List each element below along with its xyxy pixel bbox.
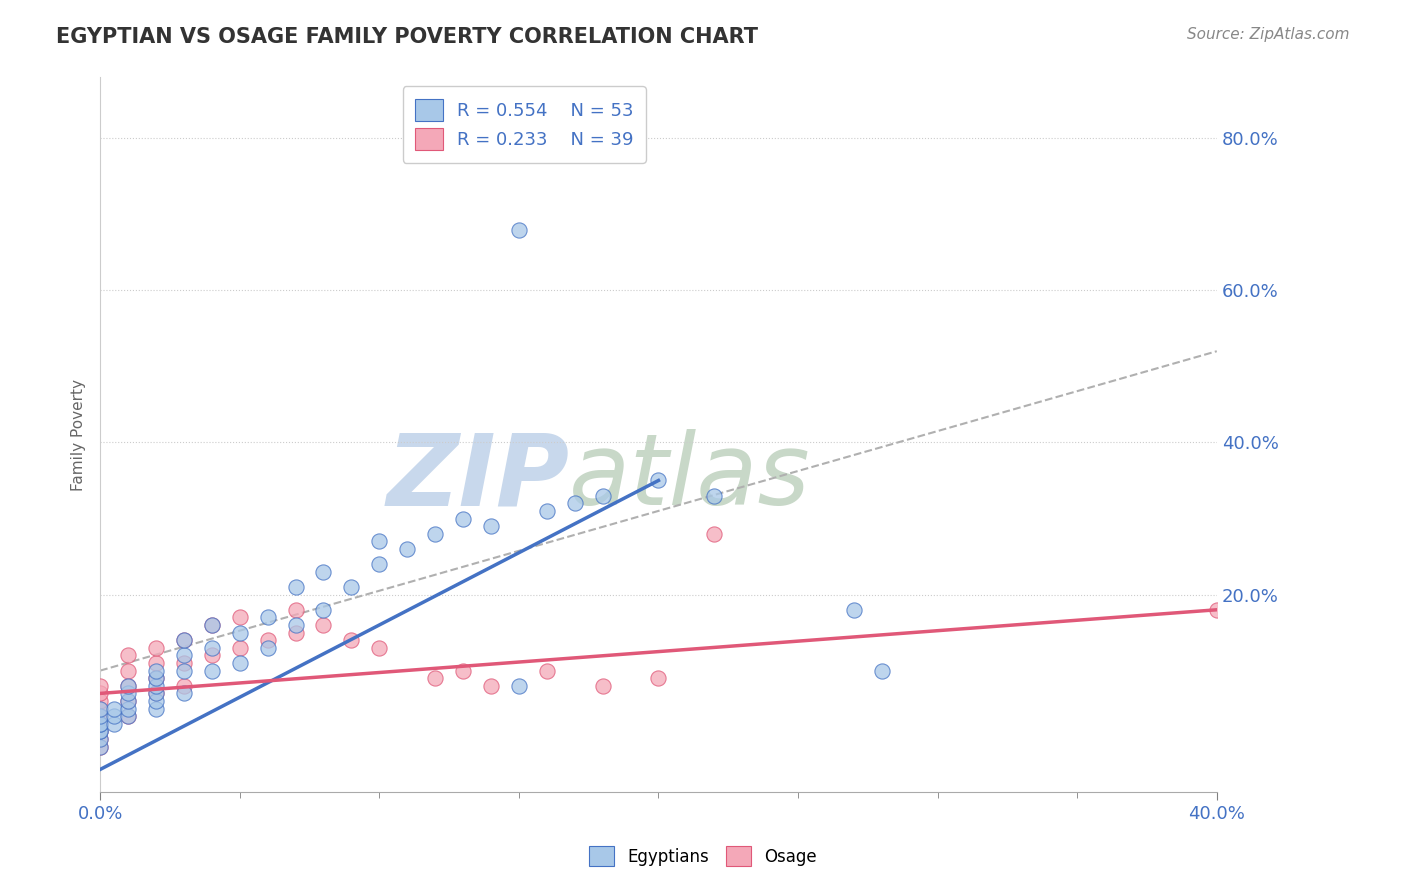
Point bbox=[340, 580, 363, 594]
Point bbox=[89, 716, 111, 731]
Point bbox=[647, 474, 669, 488]
Point bbox=[201, 618, 224, 632]
Point bbox=[368, 534, 391, 549]
Point bbox=[284, 625, 307, 640]
Point bbox=[89, 679, 111, 693]
Point bbox=[145, 701, 167, 715]
Point bbox=[368, 557, 391, 571]
Point bbox=[536, 664, 558, 678]
Point bbox=[284, 618, 307, 632]
Point bbox=[89, 694, 111, 708]
Point bbox=[479, 519, 502, 533]
Point bbox=[117, 648, 139, 663]
Legend: R = 0.554    N = 53, R = 0.233    N = 39: R = 0.554 N = 53, R = 0.233 N = 39 bbox=[402, 87, 647, 163]
Point bbox=[145, 679, 167, 693]
Y-axis label: Family Poverty: Family Poverty bbox=[72, 379, 86, 491]
Point bbox=[145, 671, 167, 685]
Point bbox=[508, 222, 530, 236]
Point bbox=[89, 732, 111, 747]
Point bbox=[89, 739, 111, 754]
Point bbox=[89, 732, 111, 747]
Point bbox=[103, 709, 125, 723]
Point bbox=[396, 541, 419, 556]
Point bbox=[256, 640, 278, 655]
Point bbox=[536, 504, 558, 518]
Point bbox=[117, 694, 139, 708]
Point bbox=[173, 679, 195, 693]
Text: EGYPTIAN VS OSAGE FAMILY POVERTY CORRELATION CHART: EGYPTIAN VS OSAGE FAMILY POVERTY CORRELA… bbox=[56, 27, 758, 46]
Point bbox=[89, 701, 111, 715]
Point bbox=[145, 694, 167, 708]
Point bbox=[89, 739, 111, 754]
Point bbox=[340, 633, 363, 648]
Point bbox=[284, 603, 307, 617]
Point bbox=[89, 701, 111, 715]
Point bbox=[842, 603, 865, 617]
Point bbox=[89, 724, 111, 739]
Point bbox=[103, 716, 125, 731]
Point bbox=[145, 686, 167, 700]
Point bbox=[173, 648, 195, 663]
Point bbox=[89, 716, 111, 731]
Point bbox=[703, 526, 725, 541]
Point bbox=[451, 511, 474, 525]
Point bbox=[284, 580, 307, 594]
Point bbox=[145, 671, 167, 685]
Point bbox=[173, 664, 195, 678]
Point bbox=[479, 679, 502, 693]
Point bbox=[89, 724, 111, 739]
Point bbox=[89, 724, 111, 739]
Point bbox=[89, 716, 111, 731]
Point bbox=[201, 640, 224, 655]
Point bbox=[117, 679, 139, 693]
Point bbox=[201, 648, 224, 663]
Point bbox=[173, 633, 195, 648]
Point bbox=[228, 625, 250, 640]
Text: Source: ZipAtlas.com: Source: ZipAtlas.com bbox=[1187, 27, 1350, 42]
Point bbox=[564, 496, 586, 510]
Point bbox=[423, 526, 446, 541]
Point bbox=[592, 489, 614, 503]
Point bbox=[312, 565, 335, 579]
Legend: Egyptians, Osage: Egyptians, Osage bbox=[581, 838, 825, 875]
Point bbox=[647, 671, 669, 685]
Point bbox=[117, 664, 139, 678]
Point bbox=[703, 489, 725, 503]
Point bbox=[201, 618, 224, 632]
Point bbox=[228, 640, 250, 655]
Point bbox=[145, 686, 167, 700]
Point bbox=[256, 610, 278, 624]
Point bbox=[201, 664, 224, 678]
Point bbox=[145, 640, 167, 655]
Point bbox=[117, 709, 139, 723]
Point bbox=[89, 709, 111, 723]
Point bbox=[103, 701, 125, 715]
Point bbox=[228, 656, 250, 670]
Point bbox=[451, 664, 474, 678]
Text: ZIP: ZIP bbox=[387, 429, 569, 526]
Point bbox=[117, 679, 139, 693]
Point bbox=[117, 701, 139, 715]
Point bbox=[1205, 603, 1227, 617]
Point bbox=[228, 610, 250, 624]
Point bbox=[256, 633, 278, 648]
Point bbox=[173, 656, 195, 670]
Point bbox=[312, 618, 335, 632]
Point bbox=[592, 679, 614, 693]
Point bbox=[508, 679, 530, 693]
Point bbox=[173, 633, 195, 648]
Point bbox=[117, 686, 139, 700]
Point bbox=[89, 709, 111, 723]
Point bbox=[145, 664, 167, 678]
Text: atlas: atlas bbox=[569, 429, 811, 526]
Point bbox=[117, 694, 139, 708]
Point bbox=[312, 603, 335, 617]
Point bbox=[870, 664, 893, 678]
Point bbox=[423, 671, 446, 685]
Point bbox=[145, 656, 167, 670]
Point bbox=[117, 709, 139, 723]
Point bbox=[368, 640, 391, 655]
Point bbox=[173, 686, 195, 700]
Point bbox=[89, 686, 111, 700]
